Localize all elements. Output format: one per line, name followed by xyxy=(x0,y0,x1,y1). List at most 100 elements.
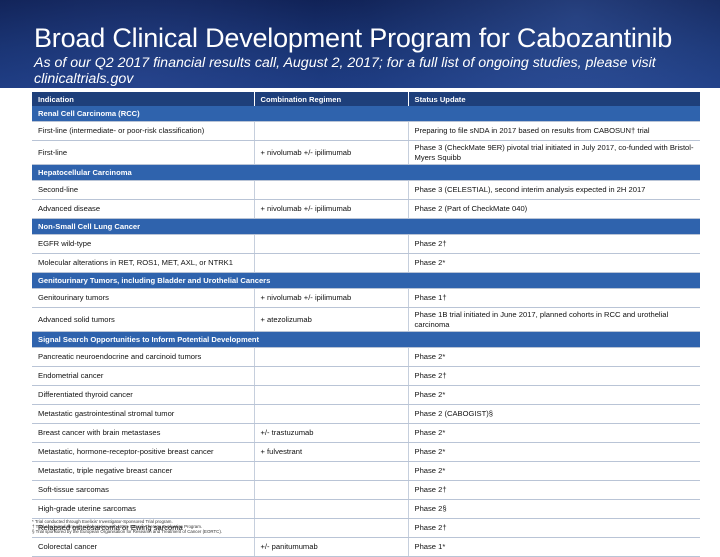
combination-regimen-cell xyxy=(254,347,409,367)
combination-regimen-cell: + nivolumab +/- ipilimumab xyxy=(254,288,409,308)
clinical-program-table: Indication Combination Regimen Status Up… xyxy=(32,92,701,557)
combination-regimen-cell xyxy=(254,480,409,500)
table-row: Molecular alterations in RET, ROS1, MET,… xyxy=(32,253,700,273)
table-row: EGFR wild-type Phase 2† xyxy=(32,234,700,254)
status-update-cell: Phase 3 (CheckMate 9ER) pivotal trial in… xyxy=(408,140,700,165)
section-title: Renal Cell Carcinoma (RCC) xyxy=(32,106,700,122)
status-update-cell: Preparing to file sNDA in 2017 based on … xyxy=(408,121,700,141)
section-header-row: Signal Search Opportunities to Inform Po… xyxy=(32,331,700,348)
combination-regimen-cell xyxy=(254,518,409,538)
status-update-cell: Phase 2§ xyxy=(408,499,700,519)
table-row: High-grade uterine sarcomas Phase 2§ xyxy=(32,499,700,519)
status-update-cell: Phase 1B trial initiated in June 2017, p… xyxy=(408,307,700,332)
footnote: † Trial conducted through collaboration … xyxy=(32,524,203,530)
status-update-cell: Phase 2† xyxy=(408,480,700,500)
section-header-row: Renal Cell Carcinoma (RCC) xyxy=(32,106,700,122)
status-update-cell: Phase 2† xyxy=(408,234,700,254)
indication-cell: Molecular alterations in RET, ROS1, MET,… xyxy=(32,253,255,273)
section-header-row: Genitourinary Tumors, including Bladder … xyxy=(32,272,700,289)
combination-regimen-cell xyxy=(254,234,409,254)
section-title: Genitourinary Tumors, including Bladder … xyxy=(32,272,700,289)
column-header-combination-regimen: Combination Regimen xyxy=(254,92,409,106)
indication-cell: Metastatic, triple negative breast cance… xyxy=(32,461,255,481)
slide-header: Broad Clinical Development Program for C… xyxy=(0,0,720,88)
combination-regimen-cell: + nivolumab +/- ipilimumab xyxy=(254,140,409,165)
status-update-cell: Phase 1* xyxy=(408,537,700,557)
status-update-cell: Phase 2* xyxy=(408,385,700,405)
table-header-row: Indication Combination Regimen Status Up… xyxy=(32,92,701,106)
indication-cell: First-line (intermediate- or poor-risk c… xyxy=(32,121,255,141)
combination-regimen-cell: +/- panitumumab xyxy=(254,537,409,557)
status-update-cell: Phase 2* xyxy=(408,253,700,273)
status-update-cell: Phase 2* xyxy=(408,423,700,443)
table-row: Differentiated thyroid cancer Phase 2* xyxy=(32,385,700,405)
status-update-cell: Phase 1† xyxy=(408,288,700,308)
indication-cell: Colorectal cancer xyxy=(32,537,255,557)
combination-regimen-cell xyxy=(254,253,409,273)
status-update-cell: Phase 2 (CABOGIST)§ xyxy=(408,404,700,424)
table-row: First-line + nivolumab +/- ipilimumab Phas… xyxy=(32,140,700,165)
combination-regimen-cell xyxy=(254,461,409,481)
combination-regimen-cell xyxy=(254,385,409,405)
combination-regimen-cell xyxy=(254,499,409,519)
combination-regimen-cell: + nivolumab +/- ipilimumab xyxy=(254,199,409,219)
table-row: First-line (intermediate- or poor-risk c… xyxy=(32,121,700,141)
section-title: Signal Search Opportunities to Inform Po… xyxy=(32,331,700,348)
status-update-cell: Phase 2* xyxy=(408,442,700,462)
table-row: Metastatic, hormone-receptor-positive br… xyxy=(32,442,700,462)
section-title: Non-Small Cell Lung Cancer xyxy=(32,218,700,235)
indication-cell: High-grade uterine sarcomas xyxy=(32,499,255,519)
slide-subtitle: As of our Q2 2017 financial results call… xyxy=(34,55,656,87)
footnote: * Trial conducted through Exelixis' Inve… xyxy=(32,519,173,524)
combination-regimen-cell: +/- trastuzumab xyxy=(254,423,409,443)
status-update-cell: Phase 2† xyxy=(408,366,700,386)
combination-regimen-cell xyxy=(254,404,409,424)
table-row: Endometrial cancer Phase 2† xyxy=(32,366,700,386)
indication-cell: Relapsed osteosarcoma or Ewing sarcoma xyxy=(32,518,255,538)
status-update-cell: Phase 2† xyxy=(408,518,700,538)
table-body: Renal Cell Carcinoma (RCC) First-line (in… xyxy=(32,106,700,557)
footnotes: * Trial conducted through Exelixis' Inve… xyxy=(32,519,700,535)
status-update-cell: Phase 2* xyxy=(408,461,700,481)
clinical-program-table-container: Indication Combination Regimen Status Up… xyxy=(32,92,701,557)
indication-cell: Advanced disease xyxy=(32,199,255,219)
section-title: Hepatocellular Carcinoma xyxy=(32,164,700,181)
indication-cell: EGFR wild-type xyxy=(32,234,255,254)
status-update-cell: Phase 3 (CELESTIAL), second interim anal… xyxy=(408,180,700,200)
table-row: Pancreatic neuroendocrine and carcinoid … xyxy=(32,347,700,367)
indication-cell: Differentiated thyroid cancer xyxy=(32,385,255,405)
indication-cell: Metastatic, hormone-receptor-positive br… xyxy=(32,442,255,462)
column-header-indication: Indication xyxy=(32,92,255,106)
combination-regimen-cell: + fulvestrant xyxy=(254,442,409,462)
indication-cell: Endometrial cancer xyxy=(32,366,255,386)
indication-cell: Soft-tissue sarcomas xyxy=(32,480,255,500)
table-row: Metastatic gastrointestinal stromal tumo… xyxy=(32,404,700,424)
combination-regimen-cell: + atezolizumab xyxy=(254,307,409,332)
indication-cell: Second-line xyxy=(32,180,255,200)
indication-cell: Advanced solid tumors xyxy=(32,307,255,332)
table-row: Advanced solid tumors + atezolizumab Phase… xyxy=(32,307,700,332)
table-row: Soft-tissue sarcomas Phase 2† xyxy=(32,480,700,500)
indication-cell: First-line xyxy=(32,140,255,165)
table-row: Metastatic, triple negative breast cance… xyxy=(32,461,700,481)
indication-cell: Pancreatic neuroendocrine and carcinoid … xyxy=(32,347,255,367)
table-row: Genitourinary tumors + nivolumab +/- ipil… xyxy=(32,288,700,308)
combination-regimen-cell xyxy=(254,366,409,386)
table-header: Indication Combination Regimen Status Up… xyxy=(32,92,701,106)
table-row: Relapsed osteosarcoma or Ewing sarcoma Ph… xyxy=(32,518,700,538)
table-row: Breast cancer with brain metastases +/- t… xyxy=(32,423,700,443)
column-header-status-update: Status Update xyxy=(408,92,701,106)
combination-regimen-cell xyxy=(254,180,409,200)
table-row: Colorectal cancer +/- panitumumab Phase 1* xyxy=(32,537,700,557)
table-row: Second-line Phase 3 (CELESTIAL), second i… xyxy=(32,180,700,200)
indication-cell: Genitourinary tumors xyxy=(32,288,255,308)
status-update-cell: Phase 2* xyxy=(408,347,700,367)
status-update-cell: Phase 2 (Part of CheckMate 040) xyxy=(408,199,700,219)
combination-regimen-cell xyxy=(254,121,409,141)
indication-cell: Metastatic gastrointestinal stromal tumo… xyxy=(32,404,255,424)
footnote: § Trial sponsored by the European Organi… xyxy=(32,529,223,535)
table-row: Advanced disease + nivolumab +/- ipilimum… xyxy=(32,199,700,219)
slide-title: Broad Clinical Development Program for C… xyxy=(34,23,673,53)
section-header-row: Non-Small Cell Lung Cancer xyxy=(32,218,700,235)
section-header-row: Hepatocellular Carcinoma xyxy=(32,164,700,181)
